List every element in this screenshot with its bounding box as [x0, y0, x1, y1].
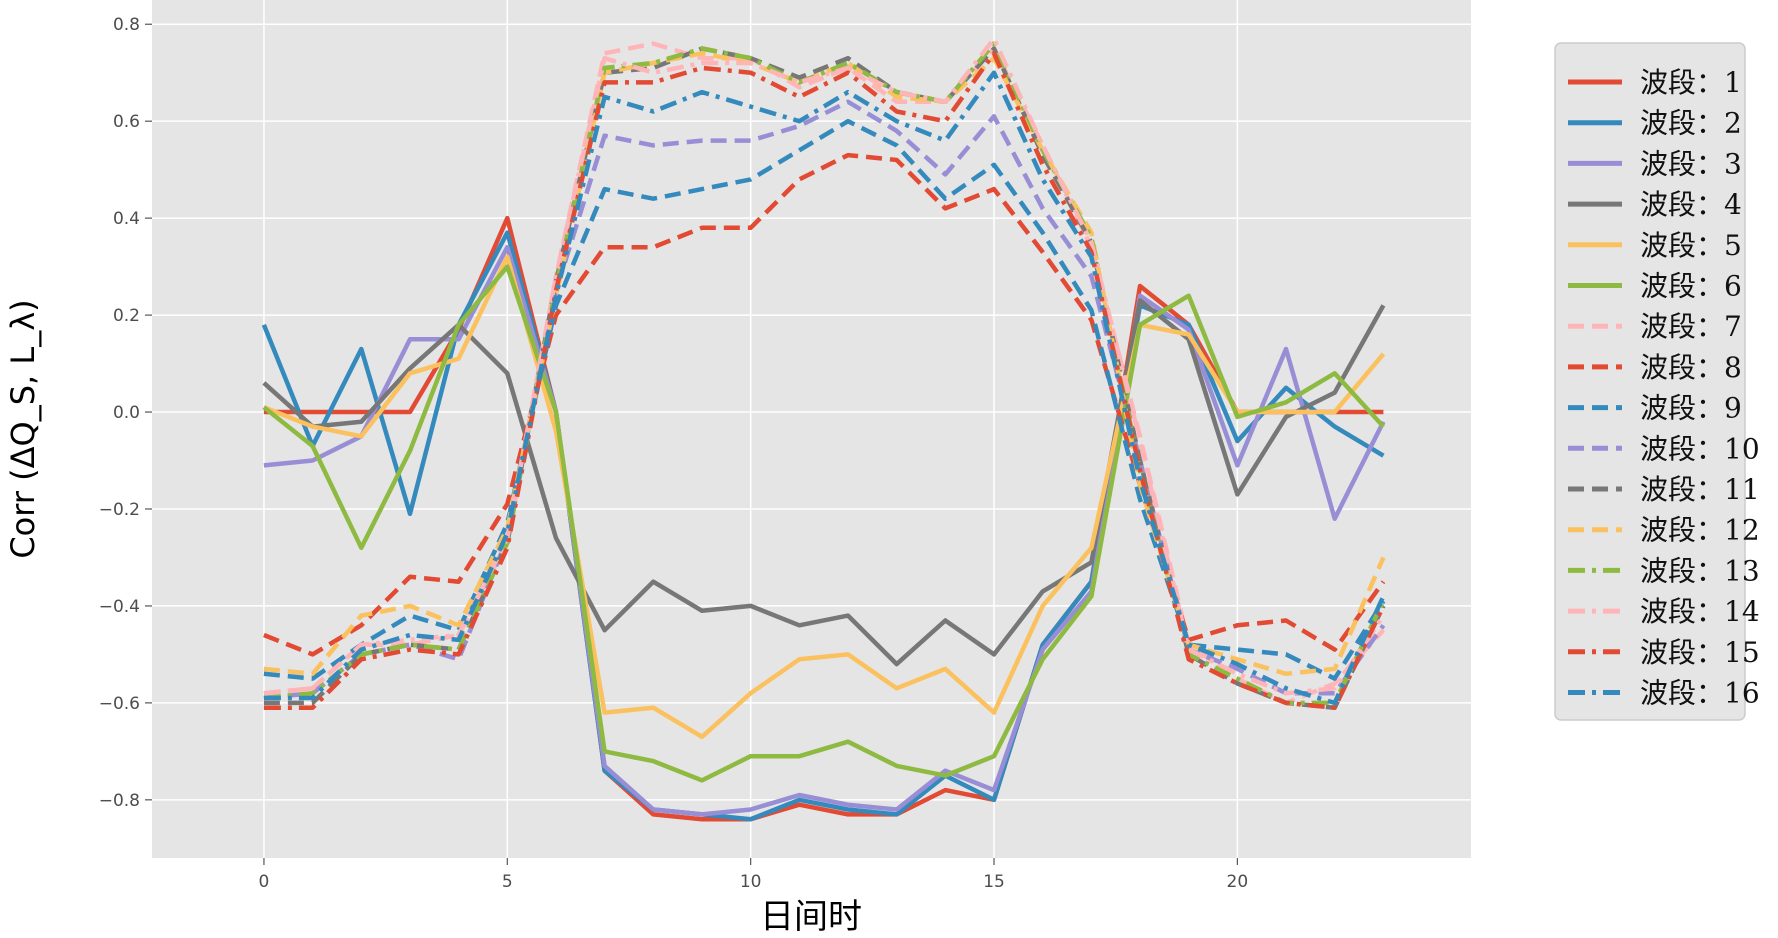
legend-label: 波段：16 [1640, 677, 1760, 710]
x-axis: 0 5 10 15 20 [259, 858, 1249, 892]
legend: 波段：1 波段：2 波段：3 波段：4 波段：5 波段：6 波段：7 波段：8 波段：9 波段：1… [1554, 42, 1760, 721]
x-tick-label: 10 [740, 872, 762, 892]
y-tick-label: −0.8 [99, 791, 140, 811]
series-line-13 [263, 41, 1386, 706]
legend-label: 波段：15 [1640, 636, 1760, 669]
series-lines [261, 36, 1386, 822]
legend-label: 波段：3 [1640, 147, 1742, 180]
y-tick-label: 0.6 [113, 112, 140, 132]
y-tick-label: −0.2 [99, 500, 140, 520]
legend-label: 波段：14 [1640, 595, 1760, 628]
y-tick-label: 0.0 [113, 403, 140, 423]
y-tick-label: 0.4 [113, 209, 140, 229]
series-line-12 [263, 51, 1386, 677]
legend-label: 波段：5 [1640, 229, 1742, 262]
series-line-14 [263, 36, 1386, 696]
series-line-5 [263, 254, 1386, 740]
legend-label: 波段：6 [1640, 270, 1742, 303]
legend-label: 波段：12 [1640, 514, 1760, 547]
legend-label: 波段：8 [1640, 351, 1742, 384]
x-axis-title: 日间时 [760, 897, 862, 937]
series-line-8 [263, 152, 1386, 657]
x-tick-label: 0 [259, 872, 270, 892]
grid-lines [152, 0, 1471, 858]
x-tick-label: 20 [1227, 872, 1249, 892]
y-axis-title: Corr (ΔQ_S, L_λ) [4, 299, 42, 558]
plot-background [152, 0, 1471, 858]
legend-label: 波段：9 [1640, 392, 1742, 425]
legend-box [1554, 42, 1746, 721]
legend-label: 波段：2 [1640, 107, 1742, 140]
legend-label: 波段：10 [1640, 432, 1760, 465]
legend-label: 波段：13 [1640, 554, 1760, 587]
series-line-7 [263, 41, 1386, 706]
y-tick-label: 0.2 [113, 306, 140, 326]
x-tick-label: 15 [983, 872, 1005, 892]
y-axis: −0.8 −0.6 −0.4 −0.2 0.0 0.2 0.4 0.6 0.8 [99, 15, 152, 811]
x-tick-label: 5 [502, 872, 513, 892]
y-tick-label: −0.4 [99, 597, 140, 617]
y-tick-label: −0.6 [99, 694, 140, 714]
legend-label: 波段：11 [1640, 473, 1760, 506]
series-line-6 [262, 264, 1386, 783]
y-tick-label: 0.8 [113, 15, 140, 35]
legend-label: 波段：1 [1640, 66, 1742, 99]
legend-label: 波段：4 [1640, 188, 1742, 221]
series-line-4 [262, 298, 1386, 667]
series-line-3 [263, 244, 1386, 817]
legend-label: 波段：7 [1640, 310, 1742, 343]
